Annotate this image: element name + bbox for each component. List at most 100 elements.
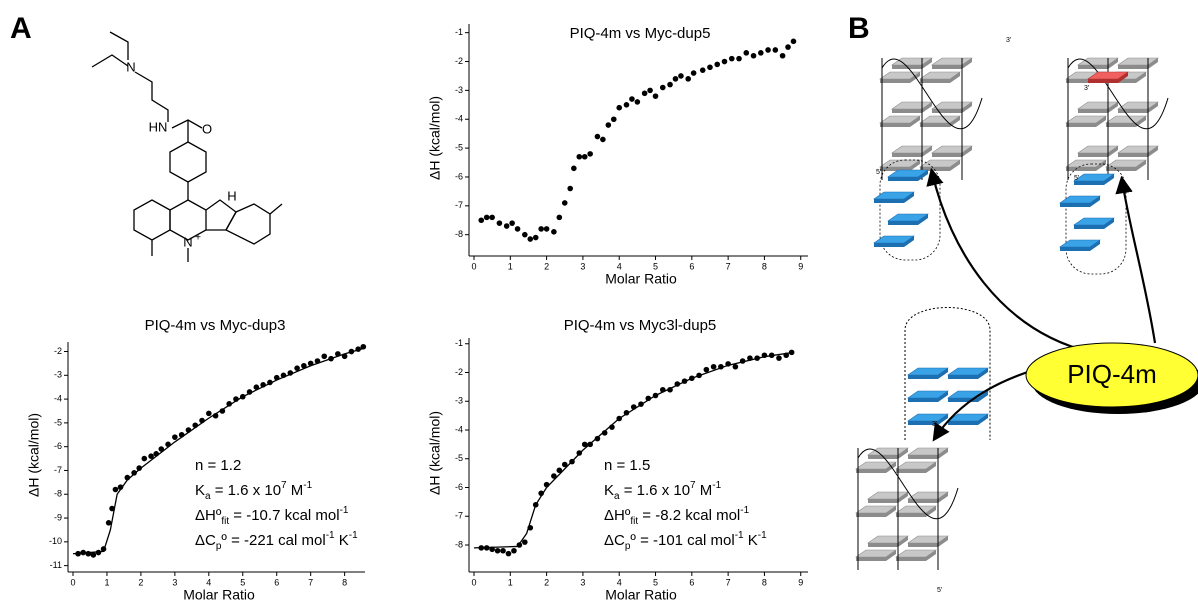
data-point — [571, 165, 577, 172]
y-tick-label: -2 — [455, 367, 463, 377]
data-point — [532, 234, 539, 241]
data-point — [779, 52, 786, 59]
chemical-structure — [91, 31, 283, 262]
x-tick-label: 6 — [274, 577, 279, 587]
plate-edge — [896, 513, 926, 517]
plate-side — [1148, 58, 1158, 69]
data-point — [600, 136, 606, 143]
plate-side — [1096, 116, 1106, 127]
data-point — [503, 223, 510, 229]
annotation-superscript: -1 — [758, 530, 767, 541]
loop — [904, 307, 991, 440]
plate-side — [926, 550, 936, 561]
chart-title: PIQ-4m vs Myc-dup5 — [570, 25, 711, 42]
loop — [857, 448, 959, 520]
strand-label: 3' — [1084, 85, 1089, 92]
annotation-superscript: 7 — [690, 480, 696, 491]
plate-side — [1090, 196, 1100, 207]
atom-label: HN — [149, 119, 168, 134]
plate-edge — [948, 375, 978, 379]
y-tick-label: -8 — [455, 539, 463, 549]
ring — [225, 203, 271, 245]
y-axis-label: ΔH (kcal/mol) — [427, 96, 443, 180]
annotation-text: M — [287, 482, 304, 499]
plate-side — [1104, 174, 1114, 185]
annotation-text: K — [744, 532, 758, 549]
plate-edge — [1118, 109, 1148, 113]
annotation-subscript: a — [614, 491, 620, 502]
plate-side — [910, 72, 920, 83]
annotation-text: º = -101 cal mol — [630, 532, 734, 549]
y-tick-label: -5 — [54, 417, 62, 427]
plate-edge — [888, 177, 918, 181]
annotation-text: K — [604, 482, 614, 499]
y-tick-label: -1 — [455, 338, 463, 348]
data-point — [776, 355, 782, 361]
bond — [269, 203, 283, 215]
plate-side — [978, 414, 988, 425]
data-point — [226, 401, 232, 407]
plate-side — [898, 492, 908, 503]
data-point — [587, 151, 593, 157]
data-point — [736, 55, 742, 62]
annotation: ΔCpº = -101 cal mol-1 K-1 — [604, 530, 767, 552]
fit-line — [72, 347, 366, 555]
x-tick-label: 8 — [342, 577, 347, 587]
plate-side — [950, 116, 960, 127]
data-point — [685, 76, 691, 82]
fit-line — [473, 351, 794, 549]
ligand-label: PIQ-4m — [1067, 359, 1157, 389]
x-tick-label: 2 — [544, 261, 549, 271]
plate-edge — [892, 153, 922, 157]
plate-side — [1148, 146, 1158, 157]
plate-side — [898, 448, 908, 459]
plate-side — [910, 116, 920, 127]
y-tick-label: -9 — [54, 512, 62, 522]
data-point — [301, 362, 307, 369]
plate-edge — [1088, 79, 1118, 83]
data-point — [543, 226, 550, 232]
bond — [134, 71, 169, 122]
bond — [91, 54, 129, 68]
x-tick-label: 1 — [508, 577, 513, 587]
plate-edge — [1060, 203, 1090, 207]
loop — [881, 58, 983, 130]
data-point — [641, 90, 648, 97]
annotation-subscript: fit — [221, 516, 229, 527]
y-tick-label: -7 — [455, 200, 463, 210]
plate-side — [918, 214, 928, 225]
data-point — [511, 547, 517, 554]
plate-edge — [1118, 65, 1148, 69]
plate-edge — [1074, 181, 1104, 185]
ring — [169, 141, 207, 183]
data-point — [505, 550, 512, 557]
y-tick-label: -3 — [455, 396, 463, 406]
data-point — [659, 84, 666, 91]
data-point — [206, 410, 212, 417]
data-point — [112, 486, 119, 493]
panel-label: B — [848, 12, 870, 45]
data-point — [576, 153, 583, 160]
y-tick-label: -8 — [455, 229, 463, 239]
plate-side — [1090, 240, 1100, 251]
data-point — [321, 353, 328, 360]
data-point — [483, 214, 490, 221]
plate-edge — [1078, 109, 1108, 113]
x-tick-label: 0 — [471, 261, 476, 271]
plate-side — [950, 72, 960, 83]
data-point — [699, 67, 706, 73]
x-tick-label: 0 — [70, 577, 75, 587]
data-point — [253, 384, 260, 391]
plate-edge — [868, 499, 898, 503]
atom-label: N — [126, 59, 135, 74]
plate-edge — [1060, 247, 1090, 251]
plate-edge — [874, 243, 904, 247]
annotation-text: = 1.6 x 10 — [620, 482, 690, 499]
plate-side — [1096, 160, 1106, 171]
plate-edge — [856, 469, 886, 473]
data-point — [522, 231, 528, 238]
data-point — [136, 465, 143, 471]
strand-label: 5' — [876, 169, 881, 176]
